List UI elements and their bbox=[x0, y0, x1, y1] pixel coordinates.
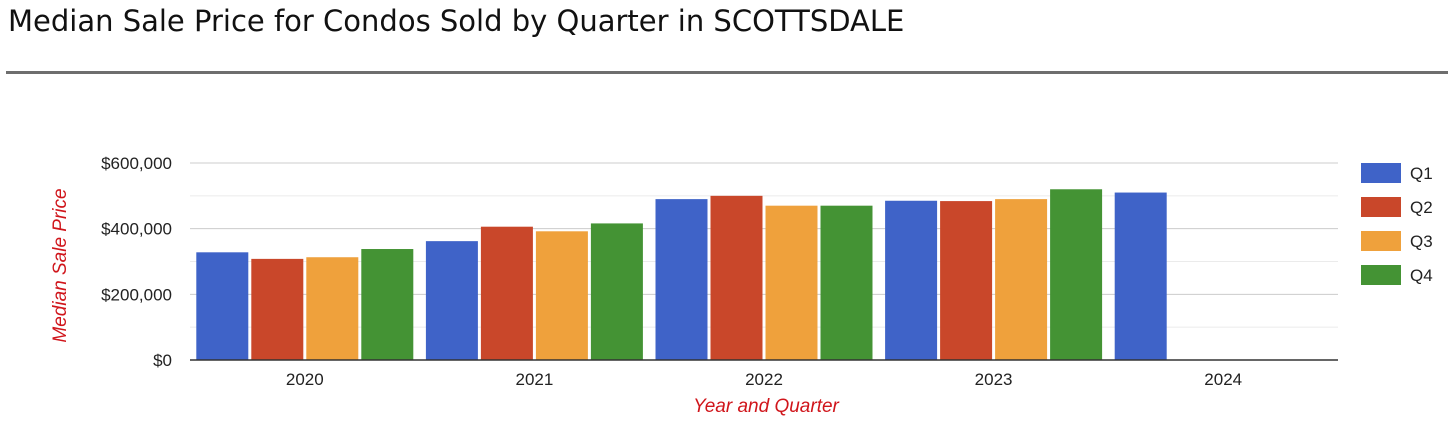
bar-2021-q1 bbox=[425, 241, 478, 360]
bar-2020-q4 bbox=[361, 249, 414, 360]
x-tick-label: 2024 bbox=[1204, 370, 1242, 389]
legend: Q1 Q2 Q3 Q4 bbox=[1361, 163, 1433, 285]
legend-swatch-q1 bbox=[1361, 163, 1401, 183]
bars bbox=[196, 189, 1167, 360]
bar-2023-q4 bbox=[1050, 189, 1103, 360]
bar-2022-q4 bbox=[820, 205, 873, 360]
legend-label-q4: Q4 bbox=[1410, 266, 1433, 285]
page-title: Median Sale Price for Condos Sold by Qua… bbox=[8, 4, 905, 38]
legend-label-q1: Q1 bbox=[1410, 164, 1433, 183]
bar-2021-q3 bbox=[535, 231, 588, 360]
x-tick-labels: 2020 2021 2022 2023 2024 bbox=[286, 370, 1242, 389]
y-tick-label: $200,000 bbox=[101, 285, 172, 304]
x-tick-label: 2020 bbox=[286, 370, 324, 389]
bar-2022-q2 bbox=[710, 195, 763, 360]
bar-2023-q1 bbox=[885, 200, 938, 360]
x-tick-label: 2022 bbox=[745, 370, 783, 389]
y-tick-label: $0 bbox=[153, 351, 172, 370]
bar-2023-q3 bbox=[995, 199, 1048, 360]
y-tick-label: $600,000 bbox=[101, 154, 172, 173]
legend-swatch-q4 bbox=[1361, 265, 1401, 285]
title-divider bbox=[6, 71, 1448, 74]
legend-swatch-q2 bbox=[1361, 197, 1401, 217]
bar-2020-q1 bbox=[196, 252, 249, 360]
bar-2022-q1 bbox=[655, 199, 708, 360]
x-tick-label: 2023 bbox=[975, 370, 1013, 389]
bar-2020-q2 bbox=[251, 258, 304, 360]
bar-2021-q2 bbox=[480, 226, 533, 360]
legend-label-q3: Q3 bbox=[1410, 232, 1433, 251]
bar-2022-q3 bbox=[765, 205, 818, 360]
legend-label-q2: Q2 bbox=[1410, 198, 1433, 217]
bar-2024-q1 bbox=[1114, 192, 1167, 360]
bar-2021-q4 bbox=[590, 223, 643, 360]
bar-2023-q2 bbox=[940, 201, 993, 360]
x-tick-label: 2021 bbox=[515, 370, 553, 389]
x-axis-title: Year and Quarter bbox=[693, 396, 839, 417]
y-axis-title: Median Sale Price bbox=[50, 188, 71, 342]
y-tick-label: $400,000 bbox=[101, 220, 172, 239]
bar-2020-q3 bbox=[306, 257, 359, 360]
y-tick-labels: $0 $200,000 $400,000 $600,000 bbox=[101, 154, 172, 370]
legend-swatch-q3 bbox=[1361, 231, 1401, 251]
